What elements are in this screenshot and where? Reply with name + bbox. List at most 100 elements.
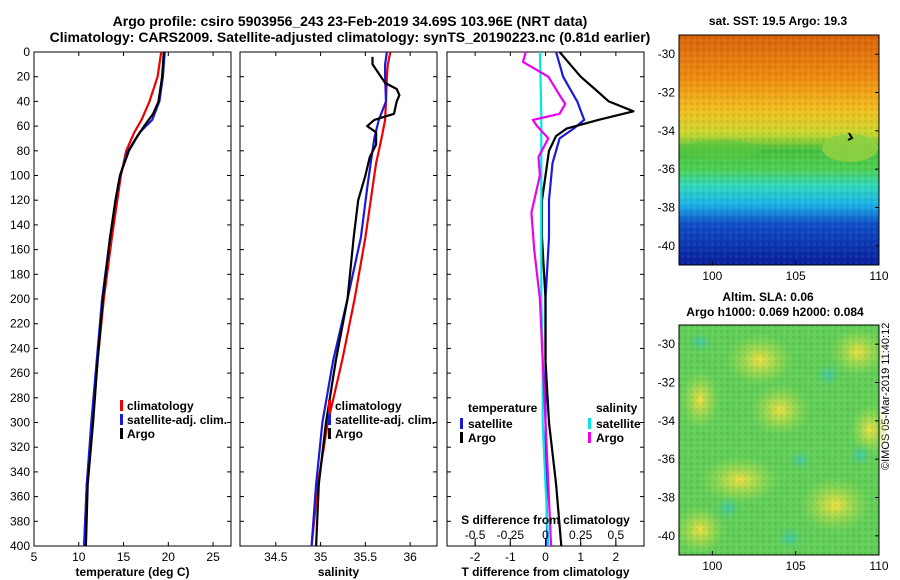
xaxis-label: T difference from climatology: [461, 565, 629, 579]
sst-map: sat. SST: 19.5 Argo: 19.3 100 105 110 -30 -3…: [658, 14, 889, 283]
xtick-label: -2: [470, 550, 481, 564]
map-ytick-label: -38: [658, 201, 676, 215]
xtick-label: 15: [117, 550, 131, 564]
map-xtick-label: 100: [702, 269, 722, 283]
legend-label: climatology: [127, 399, 194, 413]
map-xtick-label: 100: [702, 559, 722, 573]
legend-swatch: [328, 414, 331, 425]
figure-title-line1: Argo profile: csiro 5903956_243 23-Feb-2…: [112, 13, 588, 29]
sst-frame: [678, 34, 880, 266]
series-line-climatology: [83, 51, 163, 547]
map-xtick-label: 105: [786, 269, 806, 283]
ytick-label: 220: [10, 317, 30, 331]
xtick-label: 25: [206, 550, 220, 564]
map-ytick-label: -34: [658, 414, 676, 428]
ytick-label: 180: [10, 267, 30, 281]
ytick-label: 120: [10, 193, 30, 207]
series-line-argo: [84, 51, 165, 547]
sla-map: Altim. SLA: 0.06 Argo h1000: 0.069 h2000…: [658, 290, 890, 573]
xaxis-label: salinity: [318, 565, 360, 579]
xtick-label: 35.5: [354, 550, 378, 564]
map-xtick-label: 110: [869, 559, 888, 573]
profile-panel-salinity: 34.5 35 35.5 36 salinity climatologysatellite…: [239, 51, 438, 579]
series-line-satellite-adj-clim-: [83, 51, 166, 547]
series-line-climatology: [310, 51, 392, 547]
legend-title: temperature: [468, 401, 538, 415]
ytick-label: 60: [17, 119, 31, 133]
xtick-label: 20: [162, 550, 176, 564]
sst-map-title: sat. SST: 19.5 Argo: 19.3: [709, 14, 848, 28]
legend-swatch: [328, 400, 331, 411]
legend-swatch: [460, 432, 463, 443]
ytick-label: 200: [10, 292, 30, 306]
legend-label: Argo: [596, 431, 624, 445]
ytick-label: 0: [23, 45, 30, 59]
panel-frame: [239, 51, 438, 547]
ytick-label: 20: [17, 70, 31, 84]
series-line-satellite-adj-clim-: [310, 51, 388, 547]
legend-label: Argo: [335, 427, 363, 441]
ytick-label: 320: [10, 440, 30, 454]
ytick-label: 360: [10, 490, 30, 504]
s-tick-label: -0.5: [465, 528, 486, 542]
profile-panel-temperature: 0 20 40 60 80 100 120 140 160 180 200 220 240 260 280 3…: [10, 45, 232, 579]
map-ytick-label: -30: [658, 337, 676, 351]
s-tick-label: -0.25: [497, 528, 525, 542]
legend-label: climatology: [335, 399, 402, 413]
map-ytick-label: -36: [658, 162, 676, 176]
map-xtick-label: 105: [786, 559, 806, 573]
ytick-label: 160: [10, 243, 30, 257]
legend-swatch: [460, 418, 463, 429]
map-ytick-label: -40: [658, 529, 676, 543]
legend-swatch: [120, 400, 123, 411]
ytick-label: 340: [10, 465, 30, 479]
series-line-argo: [315, 56, 401, 547]
legend-swatch: [120, 428, 123, 439]
legend-title: salinity: [596, 401, 638, 415]
legend-swatch: [588, 418, 591, 429]
ytick-label: 240: [10, 341, 30, 355]
map-xtick-label: 110: [869, 269, 888, 283]
sla-frame: [678, 324, 880, 556]
profile-panel-difference: -2 -1 0 1 2T difference from climatology temp…: [446, 51, 645, 579]
ytick-label: 380: [10, 514, 30, 528]
series-line-s-satellite: [538, 51, 550, 547]
ytick-label: 260: [10, 366, 30, 380]
ytick-label: 40: [17, 94, 31, 108]
series-line-s-argo: [521, 51, 567, 547]
legend-swatch: [120, 414, 123, 425]
xtick-label: 10: [72, 550, 86, 564]
legend-label: satellite-adj. clim.: [127, 413, 227, 427]
xtick-label: 34.5: [264, 550, 288, 564]
xtick-label: 0: [542, 550, 549, 564]
xtick-label: 36: [403, 550, 417, 564]
map-ytick-label: -30: [658, 47, 676, 61]
legend-label: satellite-adj. clim.: [335, 413, 435, 427]
panel-frame: [33, 51, 232, 547]
s-tick-label: 0.25: [569, 528, 593, 542]
xtick-label: 35: [314, 550, 328, 564]
legend-label: satellite: [468, 417, 513, 431]
xtick-label: 5: [31, 550, 38, 564]
legend-swatch: [328, 428, 331, 439]
map-ytick-label: -38: [658, 491, 676, 505]
ytick-label: 80: [17, 144, 31, 158]
s-tick-label: 0.5: [608, 528, 625, 542]
ytick-label: 400: [10, 539, 30, 553]
legend-label: Argo: [468, 431, 496, 445]
figure-title-line2: Climatology: CARS2009. Satellite-adjuste…: [49, 29, 651, 45]
argo-position-marker: [847, 132, 854, 141]
xtick-label: 1: [577, 550, 584, 564]
top-axis-label: S difference from climatology: [461, 513, 630, 527]
xtick-label: 2: [613, 550, 620, 564]
map-ytick-label: -32: [658, 376, 676, 390]
legend-swatch: [588, 432, 591, 443]
series-line-t-argo: [540, 51, 635, 547]
ytick-label: 300: [10, 416, 30, 430]
ytick-label: 140: [10, 218, 30, 232]
map-ytick-label: -34: [658, 124, 676, 138]
sst-band-patch: [680, 140, 760, 160]
map-ytick-label: -32: [658, 86, 676, 100]
sla-map-subtitle: Argo h1000: 0.069 h2000: 0.084: [686, 305, 864, 319]
